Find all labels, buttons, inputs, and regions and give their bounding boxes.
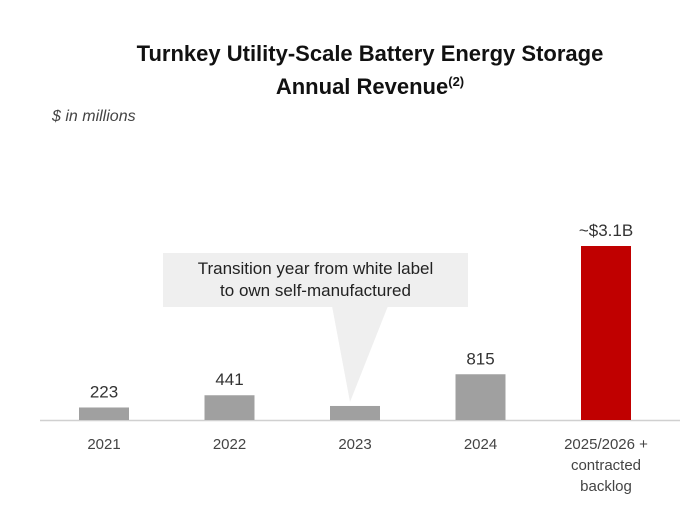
x-tick-label-0: 2021 [87,436,120,453]
bar-4 [581,246,631,420]
data-label-1: 441 [215,370,243,389]
data-label-4: ~$3.1B [579,221,633,240]
bar-0 [79,407,129,420]
annotation-line1: Transition year from white label [197,259,434,278]
title-text: Annual Revenue [275,74,449,99]
x-tick-label-3: 2024 [464,436,497,453]
annotation-callout: Transition year from white label to own … [163,253,468,307]
unit-label: $ in millions [52,108,136,125]
x-tick-label-4: contracted [571,457,641,474]
callout-pointer [332,306,388,402]
annotation-line2: to own self-manufactured [220,281,411,300]
footnote-ref: (2) [448,74,465,89]
x-tick-label-4: 2025/2026 + [564,436,648,453]
x-tick-label-2: 2023 [338,436,371,453]
bar-2 [330,405,380,420]
bar-1 [204,395,255,420]
bar-3 [455,374,506,420]
data-label-0: 223 [90,382,118,401]
chart-title-line2: Annual Revenue(2) [60,68,680,101]
data-label-3: 815 [466,349,494,368]
chart-title-line1: Turnkey Utility-Scale Battery Energy Sto… [136,41,604,66]
x-tick-label-1: 2022 [213,436,246,453]
x-tick-label-4: backlog [580,478,632,495]
